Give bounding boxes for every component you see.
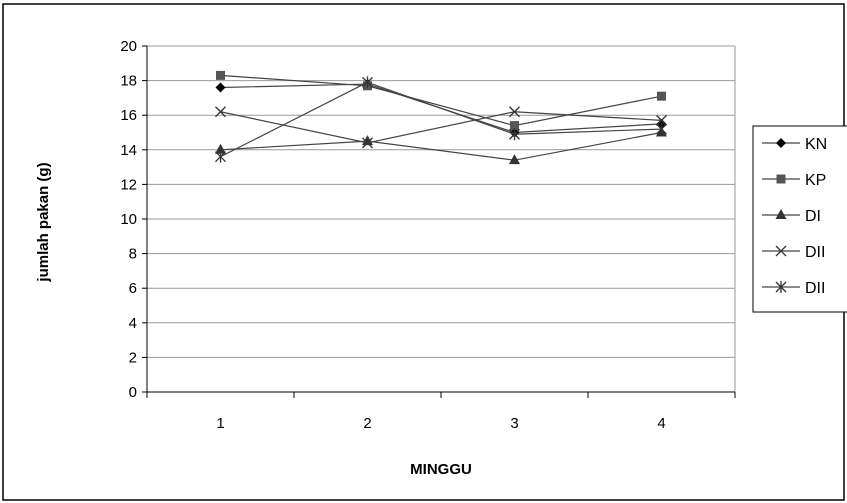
y-tick-label: 10 xyxy=(120,211,137,228)
y-tick-label: 2 xyxy=(129,349,137,366)
legend: KN KP DI DII DII xyxy=(753,126,847,312)
y-tick-label: 8 xyxy=(129,246,137,263)
x-tick-label: 1 xyxy=(216,415,224,432)
y-axis-title: jumlah pakan (g) xyxy=(35,162,52,282)
legend-label: KN xyxy=(805,136,827,153)
legend-label: KP xyxy=(805,172,826,189)
legend-box xyxy=(753,126,847,312)
y-tick-label: 6 xyxy=(129,280,137,297)
data-point xyxy=(216,71,225,80)
y-tick-label: 0 xyxy=(129,384,137,401)
x-tick-label: 4 xyxy=(657,415,665,432)
legend-label: DII xyxy=(805,244,825,261)
y-tick-label: 12 xyxy=(120,176,137,193)
y-tick-label: 14 xyxy=(120,142,137,159)
x-tick-label: 3 xyxy=(510,415,518,432)
y-tick-label: 16 xyxy=(120,107,137,124)
x-tick-label: 2 xyxy=(363,415,371,432)
legend-label: DI xyxy=(805,208,821,225)
data-point xyxy=(657,92,666,101)
legend-label: DII xyxy=(805,280,825,297)
y-tick-label: 20 xyxy=(120,38,137,55)
x-axis-title: MINGGU xyxy=(410,461,472,478)
y-tick-label: 4 xyxy=(129,315,137,332)
y-tick-label: 18 xyxy=(120,73,137,90)
data-point xyxy=(777,175,786,184)
